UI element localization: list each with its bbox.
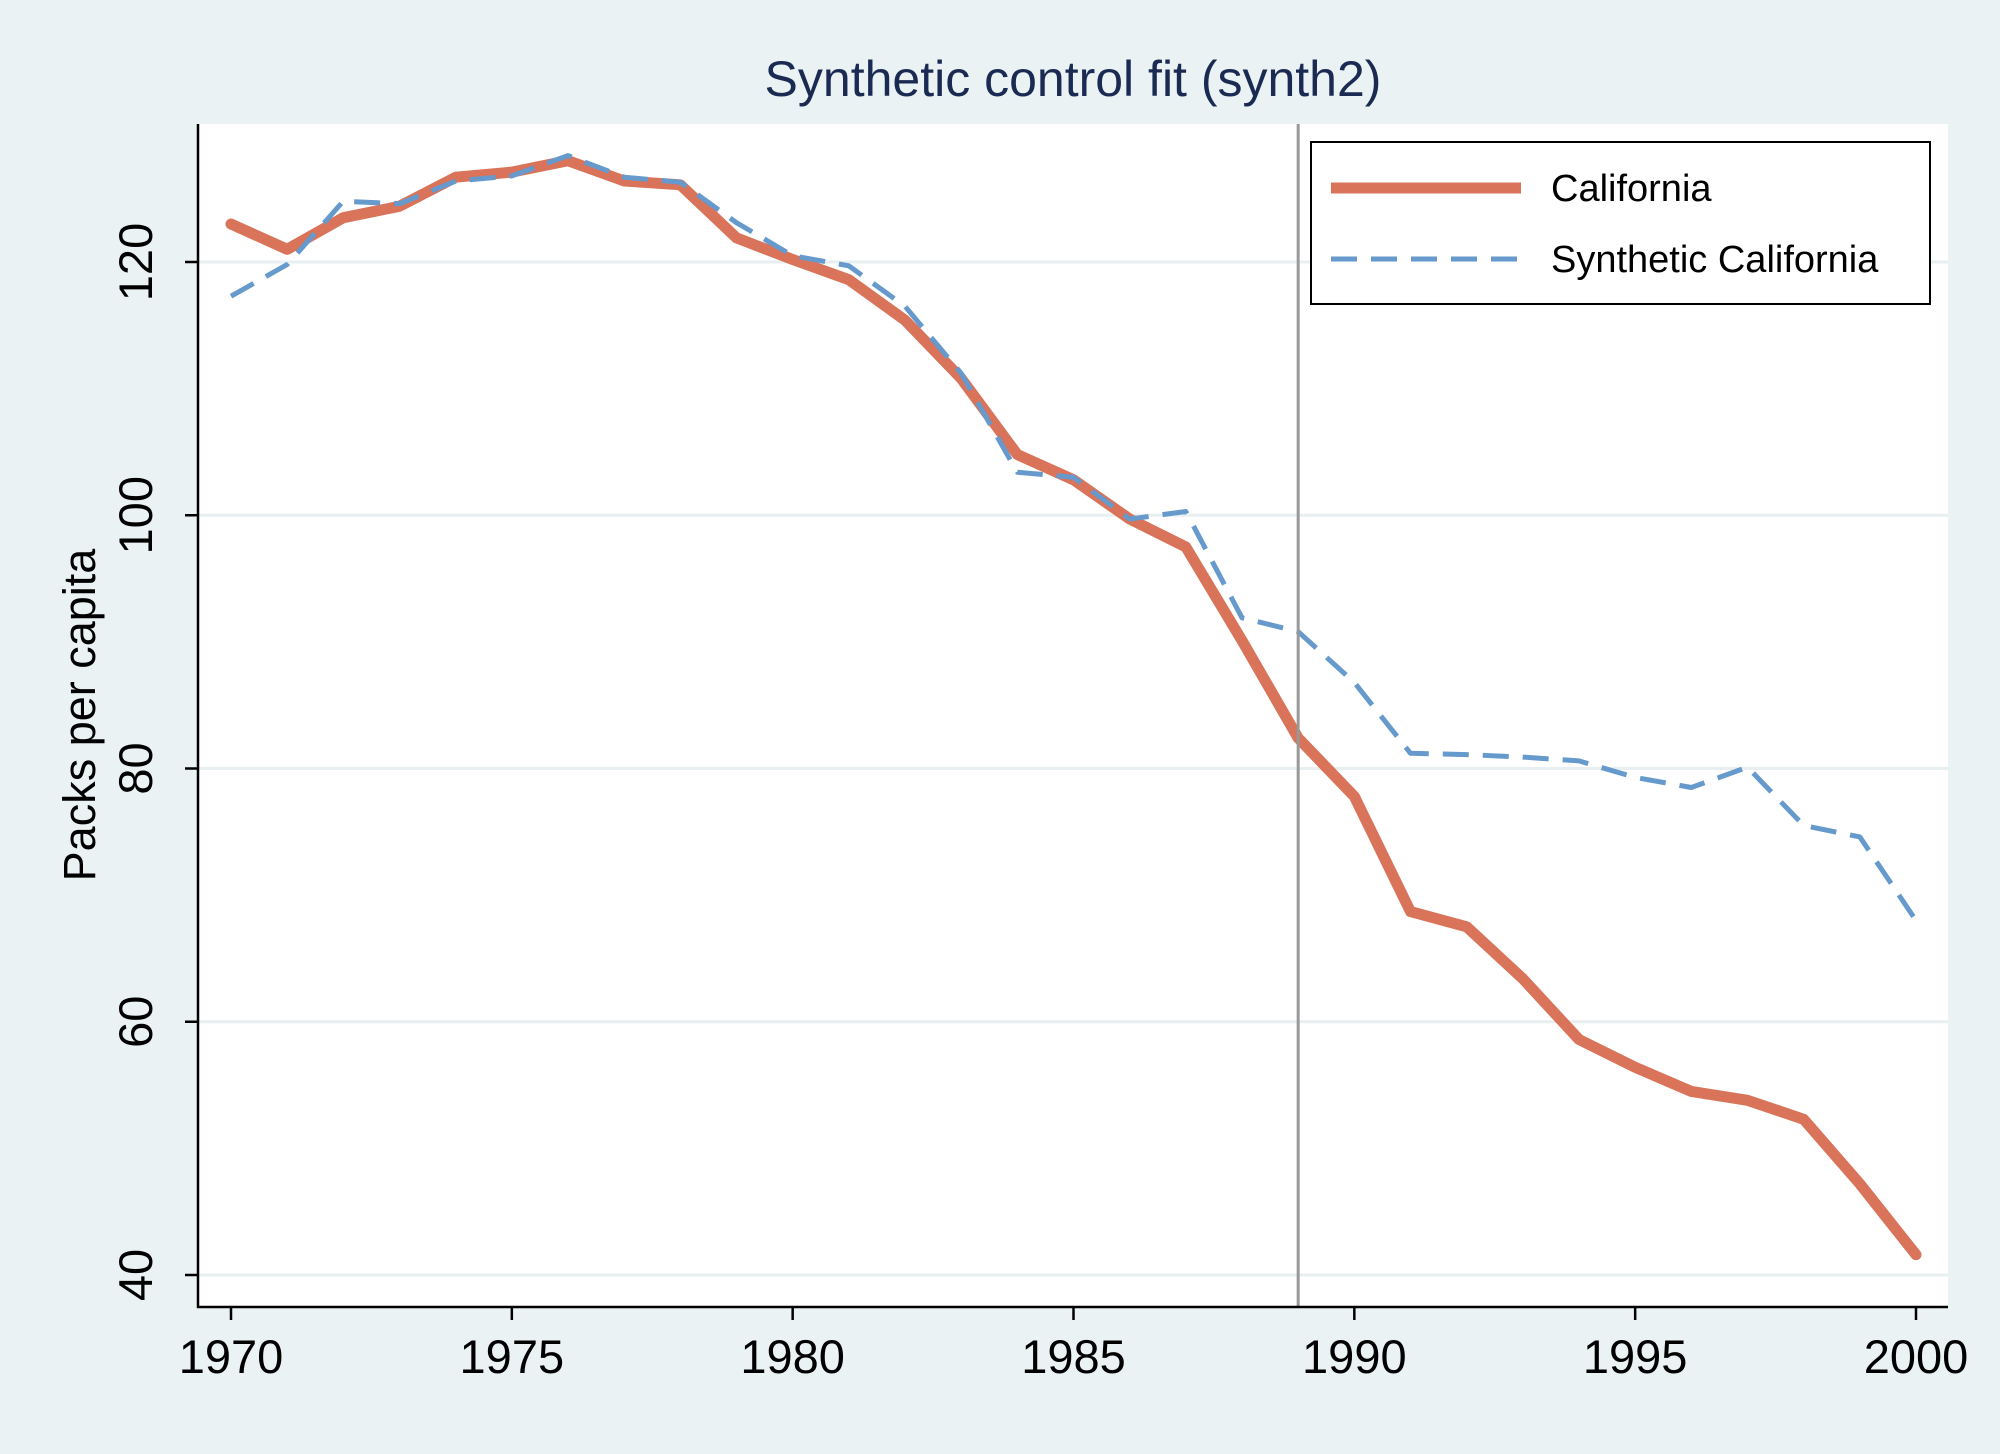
x-tick-label: 2000 — [1864, 1330, 1969, 1383]
y-axis-label: Packs per capita — [54, 548, 105, 882]
axes-layer: 40 60 80 100 120 1970 1975 1980 1985 1990 1995 2000 — [109, 124, 1968, 1383]
x-tick-label: 1975 — [460, 1330, 565, 1383]
y-tick-label: 80 — [109, 742, 162, 794]
series-line-synthetic-california — [229, 153, 1919, 922]
y-tick-label: 40 — [109, 1249, 162, 1301]
legend-label-california: California — [1551, 168, 1712, 210]
x-tick-label: 1980 — [740, 1330, 845, 1383]
legend-label-synthetic-california: Synthetic California — [1551, 239, 1879, 281]
chart-title: Synthetic control fit (synth2) — [765, 51, 1382, 107]
y-tick-label: 100 — [109, 476, 162, 554]
x-tick-label: 1995 — [1583, 1330, 1688, 1383]
legend-box — [1310, 141, 1931, 305]
y-tick-label: 60 — [109, 996, 162, 1048]
x-tick-label: 1970 — [179, 1330, 284, 1383]
y-tick-label: 120 — [109, 223, 162, 301]
legend: California Synthetic California — [1310, 141, 1931, 305]
series-layer — [225, 153, 1922, 1261]
x-tick-label: 1985 — [1021, 1330, 1126, 1383]
x-tick-label: 1990 — [1302, 1330, 1407, 1383]
grid-layer — [198, 260, 1948, 1277]
plot-area — [198, 124, 1948, 1307]
